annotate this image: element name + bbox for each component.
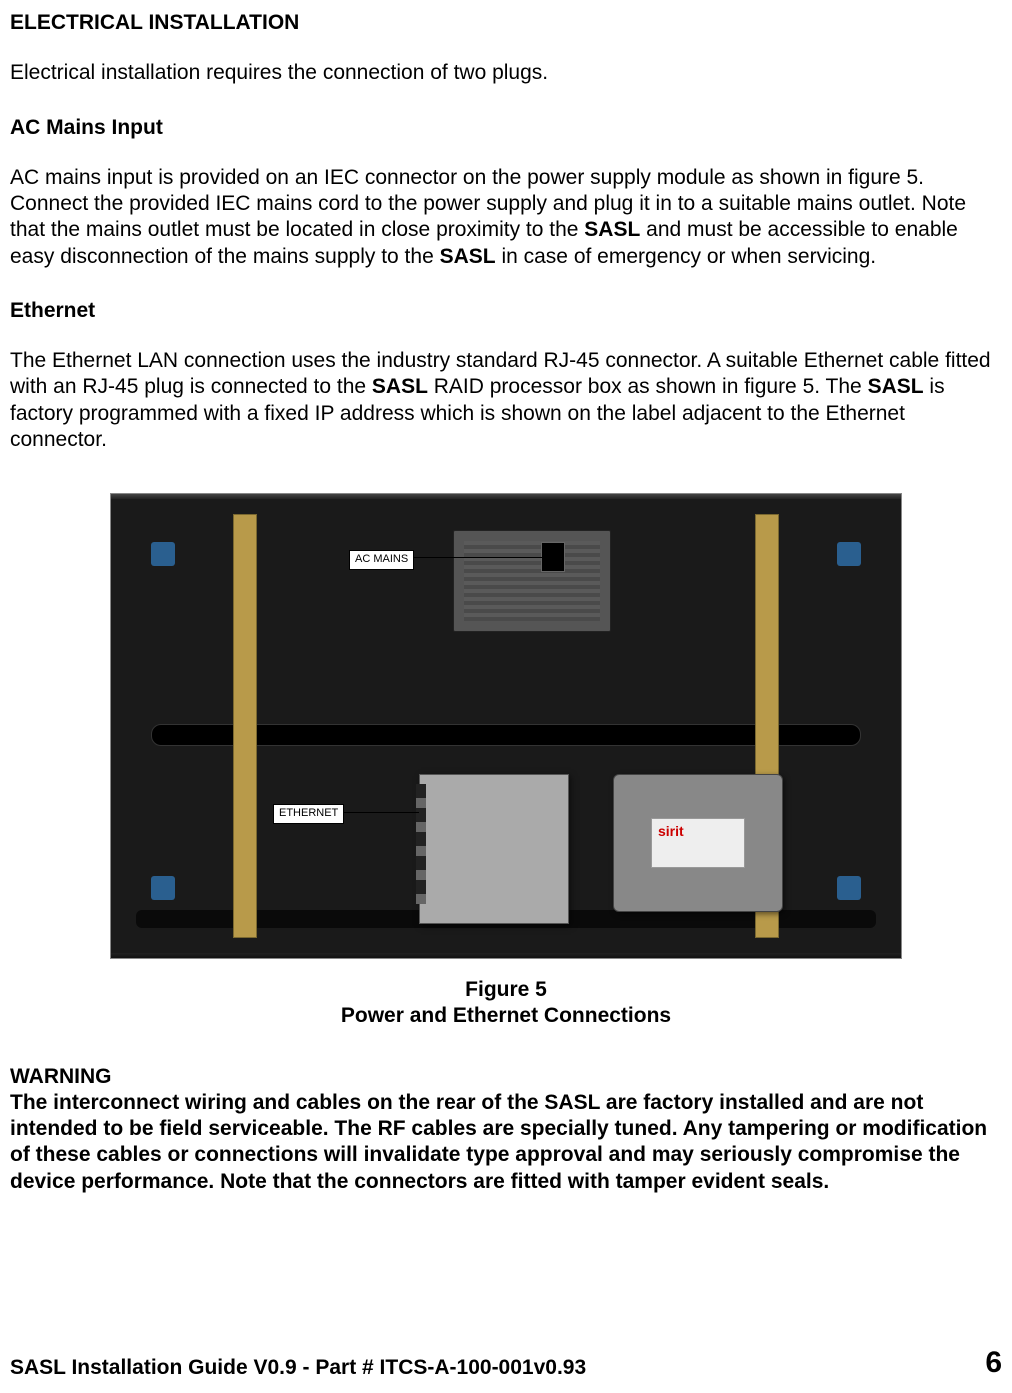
- heading-ethernet: Ethernet: [10, 298, 1002, 324]
- power-supply-module: [453, 530, 611, 632]
- footer-doc-id: SASL Installation Guide V0.9 - Part # IT…: [10, 1355, 586, 1381]
- panel-top-edge: [111, 494, 901, 499]
- panel-bottom-edge: [111, 953, 901, 958]
- callout-line-ac: [409, 557, 543, 558]
- callout-ac-mains: AC MAINS: [349, 550, 414, 570]
- mount-point-bl: [151, 876, 175, 900]
- callout-line-ethernet: [337, 812, 419, 813]
- sasl-label: SASL: [868, 375, 924, 398]
- footer-page-number: 6: [985, 1344, 1002, 1382]
- callout-ethernet: ETHERNET: [273, 804, 344, 824]
- mount-point-br: [837, 876, 861, 900]
- iec-inlet: [541, 542, 565, 572]
- warning-block: WARNING The interconnect wiring and cabl…: [10, 1064, 1002, 1195]
- text-segment: RAID processor box as shown in figure 5.…: [428, 375, 868, 398]
- figure-5-container: AC MAINS ETHERNET Figure 5 Power and Eth…: [10, 493, 1002, 1030]
- figure-number: Figure 5: [341, 977, 671, 1003]
- warning-text: The interconnect wiring and cables on th…: [10, 1090, 1002, 1195]
- figure-5-image: AC MAINS ETHERNET: [110, 493, 902, 959]
- heading-electrical-installation: ELECTRICAL INSTALLATION: [10, 10, 1002, 36]
- sasl-label: SASL: [372, 375, 428, 398]
- ac-mains-paragraph: AC mains input is provided on an IEC con…: [10, 165, 1002, 270]
- text-segment: in case of emergency or when servicing.: [496, 245, 877, 268]
- figure-caption: Figure 5 Power and Ethernet Connections: [341, 977, 671, 1030]
- sasl-label: SASL: [440, 245, 496, 268]
- sirit-module: [613, 774, 783, 912]
- warning-heading: WARNING: [10, 1064, 1002, 1090]
- strut-left: [233, 514, 257, 938]
- mount-point-tr: [837, 542, 861, 566]
- heading-ac-mains: AC Mains Input: [10, 115, 1002, 141]
- ethernet-paragraph: The Ethernet LAN connection uses the ind…: [10, 348, 1002, 453]
- processor-ports: [416, 784, 426, 904]
- intro-paragraph: Electrical installation requires the con…: [10, 60, 1002, 86]
- sasl-label: SASL: [584, 218, 640, 241]
- page-footer: SASL Installation Guide V0.9 - Part # IT…: [10, 1344, 1002, 1382]
- raid-processor-box: [419, 774, 569, 924]
- mount-point-tl: [151, 542, 175, 566]
- figure-title: Power and Ethernet Connections: [341, 1003, 671, 1029]
